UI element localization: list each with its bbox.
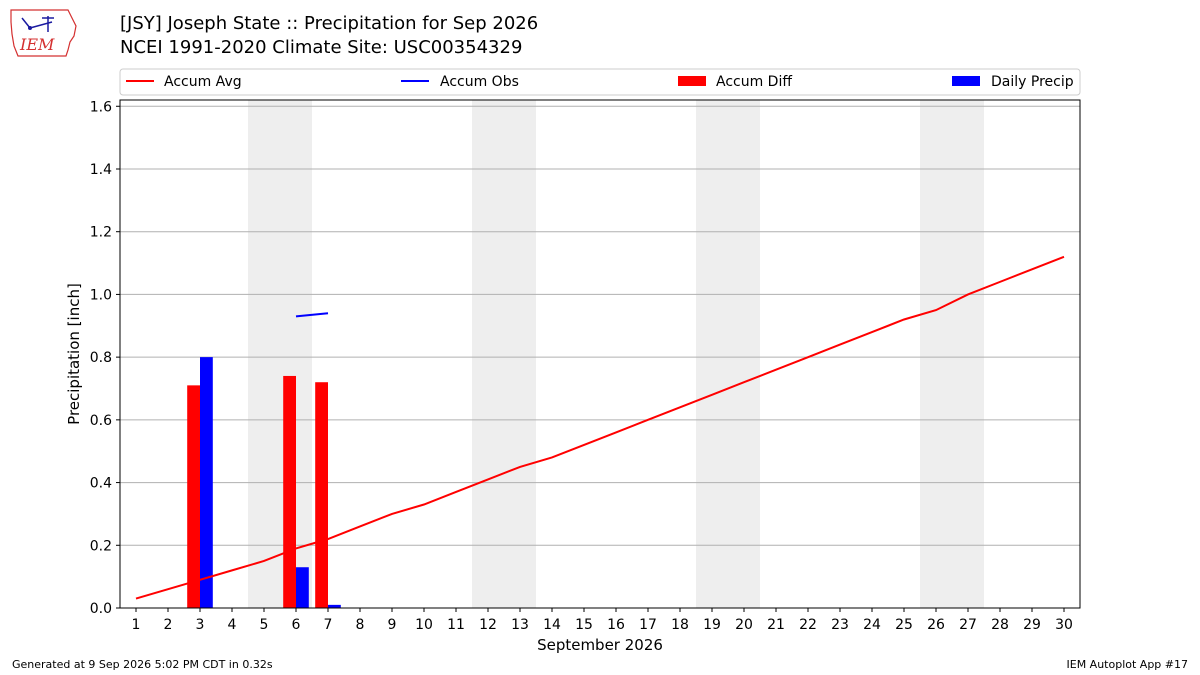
plot-frame [119, 99, 1081, 609]
accum-avg-line [135, 255, 1065, 600]
x-tick-label: 18 [671, 617, 689, 633]
x-tick-label: 25 [895, 617, 913, 633]
x-tick-label: 22 [799, 617, 817, 633]
accum-obs-line [295, 312, 329, 318]
y-tick-label: 1.2 [90, 225, 112, 241]
chart-subtitle: NCEI 1991-2020 Climate Site: USC00354329 [120, 37, 523, 58]
x-tick-label: 4 [228, 617, 237, 633]
x-tick-label: 21 [767, 617, 785, 633]
legend-swatch-accum-diff [678, 76, 706, 86]
x-tick-label: 19 [703, 617, 721, 633]
y-axis-label: Precipitation [inch] [65, 283, 83, 425]
chart-title: [JSY] Joseph State :: Precipitation for … [120, 13, 539, 34]
y-axis-ticks: 0.0 0.2 0.4 0.6 0.8 1.0 1.2 1.4 1.6 [90, 99, 120, 617]
x-tick-label: 1 [132, 617, 141, 633]
x-tick-label: 16 [607, 617, 625, 633]
x-tick-label: 24 [863, 617, 881, 633]
legend-label-daily-precip: Daily Precip [991, 74, 1074, 90]
legend-swatch-daily-precip [952, 76, 980, 86]
x-tick-label: 12 [479, 617, 497, 633]
x-tick-label: 26 [927, 617, 945, 633]
bars [187, 357, 341, 608]
footer-app: IEM Autoplot App #17 [1066, 658, 1189, 671]
x-axis-ticks: 1 2 3 4 5 6 7 8 9 10 11 12 13 14 15 16 17 18 19 20 21 22 23 24 2… [132, 608, 1073, 633]
weekend-shading [248, 100, 984, 608]
y-tick-label: 1.6 [90, 99, 112, 115]
x-tick-label: 3 [196, 617, 205, 633]
x-tick-label: 5 [260, 617, 269, 633]
legend-label-accum-diff: Accum Diff [716, 74, 792, 90]
x-axis-label: September 2026 [537, 636, 663, 654]
legend-box [119, 68, 1081, 96]
daily-precip-bar-day-6 [296, 567, 309, 608]
x-tick-label: 30 [1055, 617, 1073, 633]
x-tick-label: 2 [164, 617, 173, 633]
weekend-shade-3 [920, 100, 984, 608]
weekend-shade-2 [696, 100, 760, 608]
x-tick-label: 15 [575, 617, 593, 633]
accum-diff-bar-day-6 [283, 375, 296, 608]
x-tick-label: 13 [511, 617, 529, 633]
x-tick-label: 28 [991, 617, 1009, 633]
y-tick-label: 0.4 [90, 476, 112, 492]
y-tick-label: 1.0 [90, 287, 112, 303]
x-tick-label: 14 [543, 617, 561, 633]
weekend-shade-1 [472, 100, 536, 608]
x-tick-label: 10 [415, 617, 433, 633]
legend-label-accum-obs: Accum Obs [440, 74, 519, 90]
x-tick-label: 6 [292, 617, 301, 633]
weekend-shade-0 [248, 100, 312, 608]
daily-precip-bar-day-3 [200, 357, 213, 608]
x-tick-label: 8 [356, 617, 365, 633]
footer-generated: Generated at 9 Sep 2026 5:02 PM CDT in 0… [12, 658, 273, 671]
y-tick-label: 1.4 [90, 162, 112, 178]
legend-label-accum-avg: Accum Avg [164, 74, 242, 90]
y-tick-label: 0.6 [90, 413, 112, 429]
y-tick-label: 0.8 [90, 350, 112, 366]
iem-logo: IEM [8, 6, 80, 60]
x-tick-label: 27 [959, 617, 977, 633]
x-tick-label: 7 [324, 617, 333, 633]
y-tick-label: 0.0 [90, 601, 112, 617]
legend: Accum Avg Accum Obs Accum Diff Daily Pre… [119, 68, 1081, 96]
x-tick-label: 23 [831, 617, 849, 633]
daily-precip-bar-day-7 [328, 604, 341, 608]
x-tick-label: 17 [639, 617, 657, 633]
y-tick-label: 0.2 [90, 538, 112, 554]
iem-iowa-logo-icon: IEM [10, 9, 77, 57]
x-tick-label: 29 [1023, 617, 1041, 633]
x-tick-label: 20 [735, 617, 753, 633]
x-tick-label: 11 [447, 617, 465, 633]
lines [135, 255, 1065, 600]
x-tick-label: 9 [388, 617, 397, 633]
logo-text: IEM [19, 35, 55, 54]
accum-diff-bar-day-7 [315, 382, 328, 608]
accum-diff-bar-day-3 [187, 385, 200, 608]
